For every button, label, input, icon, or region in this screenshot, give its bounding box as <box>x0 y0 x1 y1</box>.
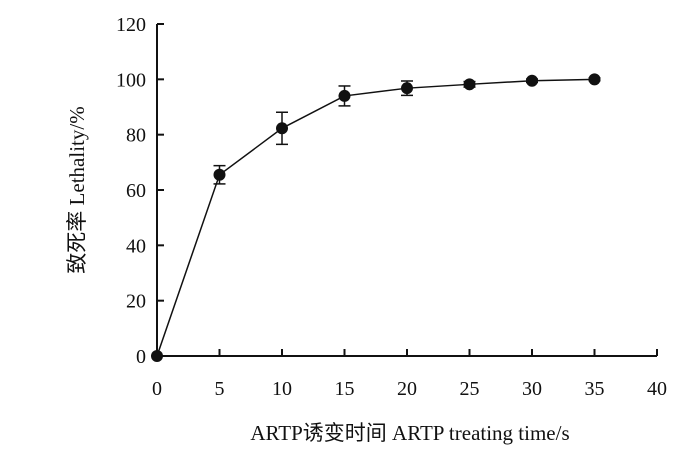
y-axis-title: 致死率 Lethality/% <box>65 106 89 273</box>
x-axis-title: ARTP诱变时间 ARTP treating time/s <box>250 421 569 445</box>
y-tick-label: 80 <box>126 125 146 147</box>
data-point <box>588 73 601 86</box>
data-point <box>338 89 351 102</box>
series-layer <box>151 73 601 362</box>
data-point <box>151 350 163 362</box>
data-point <box>526 74 538 87</box>
x-tick-label: 0 <box>152 378 162 400</box>
y-tick-label: 100 <box>116 69 146 91</box>
x-tick-label: 10 <box>272 378 292 400</box>
x-tick-label: 30 <box>522 378 542 400</box>
y-tick-label: 60 <box>126 180 146 202</box>
x-axis-ticks: 0 5 10 15 20 25 30 35 40 <box>152 349 667 400</box>
y-tick-label: 120 <box>116 14 146 36</box>
x-tick-label: 35 <box>585 378 605 400</box>
y-tick-label: 0 <box>136 346 146 368</box>
x-tick-label: 15 <box>335 378 355 400</box>
x-tick-label: 20 <box>397 378 417 400</box>
data-point <box>276 122 288 135</box>
lethality-line <box>156 78 595 357</box>
plot-area: 0 20 40 60 80 100 120 0 5 10 15 20 25 30 35 40 <box>116 14 667 400</box>
y-tick-label: 40 <box>126 235 146 257</box>
x-tick-label: 5 <box>215 378 225 400</box>
data-point <box>213 168 226 181</box>
y-axis-ticks: 0 20 40 60 80 100 120 <box>116 14 164 368</box>
x-tick-label: 25 <box>460 378 480 400</box>
data-point <box>401 82 413 95</box>
y-tick-label: 20 <box>126 291 146 313</box>
x-tick-label: 40 <box>647 378 667 400</box>
data-point <box>463 78 476 91</box>
